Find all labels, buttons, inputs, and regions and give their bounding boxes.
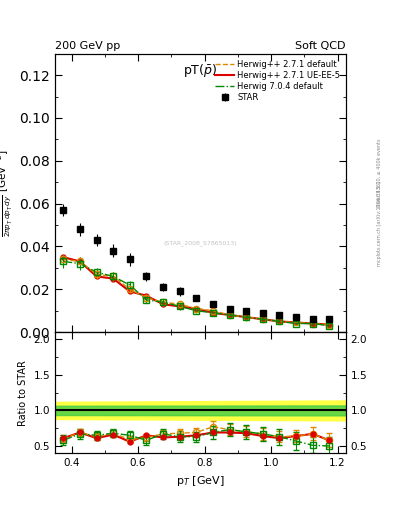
Herwig++ 2.7.1 UE-EE-5 <box>194 306 198 312</box>
Line: Herwig 7.0.4 default: Herwig 7.0.4 default <box>63 262 329 326</box>
Herwig++ 2.7.1 default <box>244 314 248 320</box>
Herwig 7.0.4 default <box>94 269 99 275</box>
Legend: Herwig++ 2.7.1 default, Herwig++ 2.7.1 UE-EE-5, Herwig 7.0.4 default, STAR: Herwig++ 2.7.1 default, Herwig++ 2.7.1 U… <box>214 58 342 103</box>
Herwig++ 2.7.1 default <box>127 286 132 292</box>
Y-axis label: Ratio to STAR: Ratio to STAR <box>18 359 28 425</box>
Herwig 7.0.4 default <box>211 310 215 316</box>
Y-axis label: $\frac{1}{2\pi p_T}\frac{d^2N}{dp_T\,dy}$ [GeV$^{-2}$]: $\frac{1}{2\pi p_T}\frac{d^2N}{dp_T\,dy}… <box>0 150 14 237</box>
Line: Herwig++ 2.7.1 UE-EE-5: Herwig++ 2.7.1 UE-EE-5 <box>63 257 329 325</box>
Herwig++ 2.7.1 default <box>194 306 198 312</box>
Herwig++ 2.7.1 UE-EE-5 <box>61 254 66 260</box>
Herwig 7.0.4 default <box>127 282 132 288</box>
Herwig++ 2.7.1 default <box>177 301 182 307</box>
Herwig++ 2.7.1 UE-EE-5 <box>310 321 315 327</box>
Herwig 7.0.4 default <box>61 259 66 265</box>
Text: Soft QCD: Soft QCD <box>296 41 346 51</box>
Herwig 7.0.4 default <box>194 308 198 314</box>
Herwig++ 2.7.1 UE-EE-5 <box>227 312 232 318</box>
Herwig++ 2.7.1 default <box>111 273 116 280</box>
Text: mcplots.cern.ch [arXiv:1306.3436]: mcplots.cern.ch [arXiv:1306.3436] <box>377 181 382 266</box>
Herwig++ 2.7.1 UE-EE-5 <box>261 316 265 323</box>
Herwig 7.0.4 default <box>277 318 282 325</box>
Herwig 7.0.4 default <box>261 316 265 323</box>
Herwig++ 2.7.1 UE-EE-5 <box>127 288 132 294</box>
Herwig++ 2.7.1 default <box>310 321 315 327</box>
Herwig 7.0.4 default <box>227 312 232 318</box>
Herwig++ 2.7.1 default <box>61 256 66 262</box>
Text: Rivet 3.1.10, ≥ 400k events: Rivet 3.1.10, ≥ 400k events <box>377 138 382 207</box>
X-axis label: p$_T$ [GeV]: p$_T$ [GeV] <box>176 474 225 487</box>
Herwig++ 2.7.1 default <box>327 322 332 328</box>
Herwig++ 2.7.1 default <box>144 295 149 301</box>
Herwig++ 2.7.1 default <box>211 308 215 314</box>
Herwig++ 2.7.1 UE-EE-5 <box>327 322 332 328</box>
Herwig++ 2.7.1 UE-EE-5 <box>77 259 82 265</box>
Herwig 7.0.4 default <box>310 321 315 327</box>
Herwig++ 2.7.1 default <box>277 318 282 325</box>
Herwig 7.0.4 default <box>144 297 149 303</box>
Herwig++ 2.7.1 UE-EE-5 <box>161 301 165 307</box>
Herwig++ 2.7.1 UE-EE-5 <box>94 273 99 280</box>
Herwig++ 2.7.1 default <box>161 299 165 305</box>
Herwig++ 2.7.1 UE-EE-5 <box>111 275 116 282</box>
Text: (STAR_2008_S7865013): (STAR_2008_S7865013) <box>163 240 237 246</box>
Herwig++ 2.7.1 UE-EE-5 <box>244 314 248 320</box>
Text: 200 GeV pp: 200 GeV pp <box>55 41 120 51</box>
Herwig++ 2.7.1 default <box>227 312 232 318</box>
Herwig++ 2.7.1 UE-EE-5 <box>294 319 298 326</box>
Herwig++ 2.7.1 UE-EE-5 <box>211 310 215 316</box>
Herwig 7.0.4 default <box>294 321 298 327</box>
Herwig 7.0.4 default <box>177 303 182 309</box>
Herwig 7.0.4 default <box>161 299 165 305</box>
Herwig++ 2.7.1 UE-EE-5 <box>177 303 182 309</box>
Herwig++ 2.7.1 UE-EE-5 <box>277 318 282 325</box>
Herwig++ 2.7.1 default <box>94 271 99 278</box>
Herwig++ 2.7.1 default <box>77 259 82 265</box>
Herwig++ 2.7.1 default <box>261 316 265 323</box>
Herwig++ 2.7.1 default <box>294 319 298 326</box>
Herwig 7.0.4 default <box>111 273 116 280</box>
Herwig++ 2.7.1 UE-EE-5 <box>144 293 149 299</box>
Text: pT($\bar{p}$): pT($\bar{p}$) <box>183 62 218 79</box>
Herwig 7.0.4 default <box>244 314 248 320</box>
Herwig 7.0.4 default <box>77 261 82 267</box>
Line: Herwig++ 2.7.1 default: Herwig++ 2.7.1 default <box>63 259 329 325</box>
Herwig 7.0.4 default <box>327 323 332 329</box>
